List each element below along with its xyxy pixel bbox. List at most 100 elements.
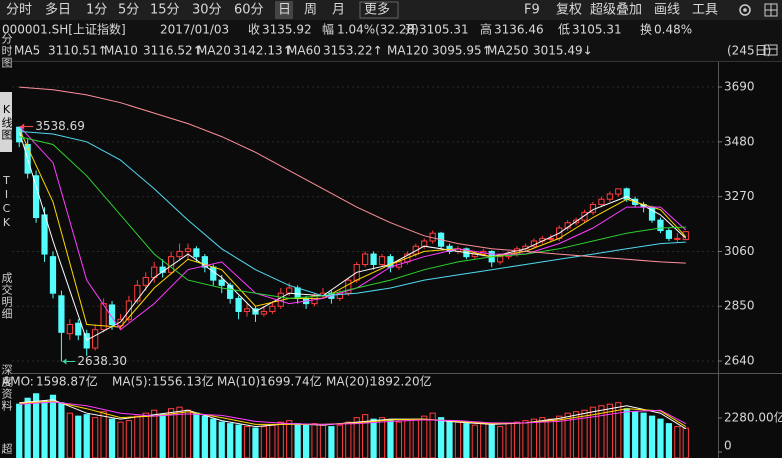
legend-name: MA10 <box>104 44 138 58</box>
toolbar-tool[interactable]: 画线 <box>654 3 680 18</box>
toolbar-tab[interactable]: 1分 <box>86 3 107 18</box>
toolbar-tool[interactable]: 超级叠加 <box>590 3 642 18</box>
panel-icon[interactable] <box>764 44 778 56</box>
candle-body <box>117 318 124 327</box>
volume-bar <box>336 424 343 458</box>
volume-bar <box>505 423 512 458</box>
volume-bar <box>66 412 73 458</box>
active-tab-bg <box>275 1 293 19</box>
toolbar-tab[interactable]: 30分 <box>192 3 222 18</box>
volume-bar <box>252 427 259 458</box>
info-label: 高 <box>480 22 492 37</box>
volume-bar <box>623 408 630 458</box>
volume-bar <box>41 400 48 458</box>
toolbar-tab[interactable]: 分时 <box>6 3 32 18</box>
sidebar-tab[interactable]: 分时图 <box>0 33 12 69</box>
toolbar-tab[interactable]: 多日 <box>45 2 71 18</box>
candle-body <box>345 279 352 294</box>
volume-bar <box>193 412 200 458</box>
volume-bar <box>134 415 141 458</box>
volume-legend-name: MA(5): <box>112 375 152 389</box>
volume-bar <box>497 426 504 458</box>
volume-bar <box>269 424 276 458</box>
candle-body <box>657 219 664 232</box>
sidebar-tab[interactable]: K线图 <box>0 92 12 152</box>
candle-body <box>83 333 90 349</box>
toolbar-tab[interactable]: 更多 <box>364 2 390 18</box>
toolbar-tab[interactable]: 60分 <box>234 3 264 18</box>
volume-bar <box>648 415 656 458</box>
volume-bar <box>370 418 377 458</box>
volume-bar <box>117 421 124 458</box>
volume-bar <box>167 408 175 458</box>
toolbar-tool[interactable]: F9 <box>524 3 540 18</box>
volume-legend-name: AMO: <box>2 375 34 389</box>
sidebar-tab[interactable]: TICK <box>0 174 12 230</box>
volume-bar <box>362 414 369 458</box>
candle-body <box>370 253 377 265</box>
toolbar-tab[interactable]: 5分 <box>118 3 139 18</box>
layout-icon[interactable] <box>764 3 778 17</box>
volume-bar <box>572 411 580 458</box>
annotation-arrowhead <box>20 123 25 130</box>
info-value: 3105.31 <box>572 23 622 37</box>
volume-bar <box>539 417 546 458</box>
legend-name: MA5 <box>14 44 40 58</box>
candle-body <box>378 256 386 265</box>
volume-bar <box>83 414 90 458</box>
candle-body <box>547 237 554 240</box>
volume-bar <box>480 423 487 458</box>
candle-body <box>615 188 622 195</box>
volume-bar <box>294 423 301 458</box>
ma-line <box>18 128 687 328</box>
y-tick-label: 3480 <box>724 134 755 148</box>
volume-bar <box>32 393 40 458</box>
sidebar-tab[interactable]: 超 <box>0 443 12 455</box>
toolbar-tab[interactable]: 月 <box>332 3 345 18</box>
toolbar-tool[interactable]: 复权 <box>556 2 582 18</box>
legend-value: 3110.51↑ <box>48 44 108 58</box>
toolbar-tool[interactable]: 工具 <box>692 3 718 18</box>
candle-body <box>218 279 225 286</box>
info-value: 1.04%(32.28) <box>337 23 419 37</box>
toolbar-tab[interactable]: 日 <box>278 3 291 18</box>
toolbar-tab[interactable]: 15分 <box>150 3 180 18</box>
info-label: 开 <box>405 23 417 37</box>
candle-body <box>294 287 301 299</box>
volume-bar <box>125 420 133 458</box>
y-tick-label: 0 <box>724 439 732 453</box>
volume-legend-name: MA(10): <box>217 375 264 389</box>
period-label[interactable]: (245日) <box>727 44 771 58</box>
y-tick-label: 3270 <box>724 189 755 203</box>
date: 2017/01/03 <box>160 23 229 37</box>
ma-line <box>18 131 687 341</box>
candle-body <box>421 240 428 247</box>
volume-bar <box>682 427 689 458</box>
volume-bar <box>159 414 166 458</box>
volume-bar <box>176 406 183 458</box>
annotation-arrowhead <box>62 358 67 365</box>
volume-bar <box>387 420 394 458</box>
legend-name: MA250 <box>487 44 528 58</box>
volume-bar <box>421 415 428 458</box>
candle-body <box>75 322 82 336</box>
candle-body <box>665 230 673 239</box>
volume-bar <box>674 426 681 458</box>
volume-bar <box>395 421 403 458</box>
settings-icon[interactable] <box>739 4 751 16</box>
volume-bar <box>92 417 99 458</box>
sidebar-tab[interactable]: 深度资料 <box>0 364 12 412</box>
ma-line <box>18 125 687 331</box>
volume-legend-value: 1892.20亿 <box>370 374 432 389</box>
sidebar-tab[interactable]: 成交明细 <box>0 272 12 320</box>
volume-bar <box>75 415 82 458</box>
volume-bar <box>513 421 521 458</box>
volume-bar <box>471 424 478 458</box>
toolbar-tab[interactable]: 周 <box>304 3 317 18</box>
candle-body <box>134 284 141 302</box>
volume-legend-value: 1556.13亿 <box>152 374 214 389</box>
volume-bar <box>606 403 613 458</box>
volume-bar <box>16 403 23 458</box>
volume-bar <box>218 421 225 458</box>
volume-bar <box>235 424 242 458</box>
